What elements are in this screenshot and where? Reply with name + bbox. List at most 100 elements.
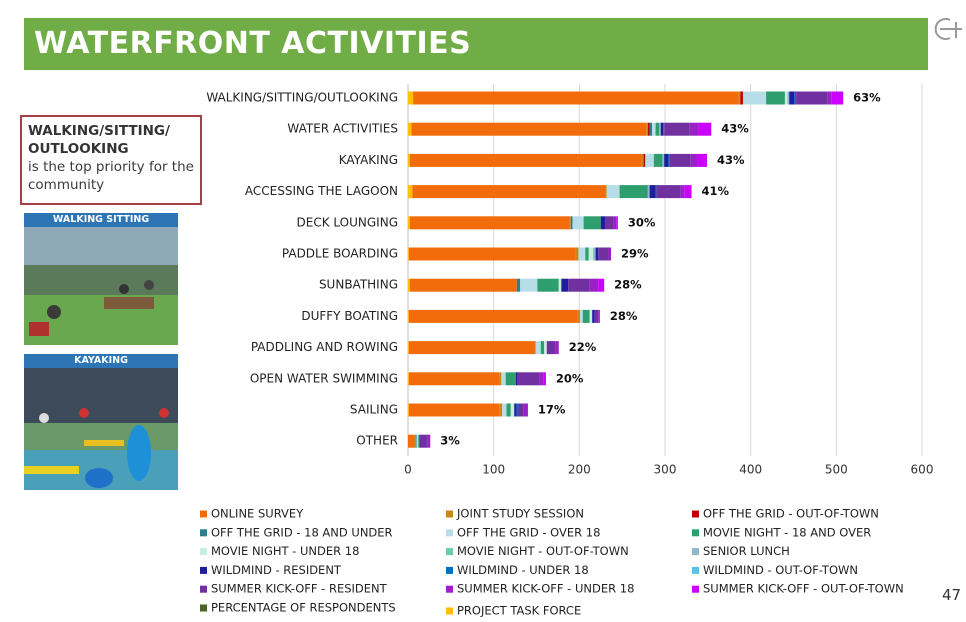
bar-segment <box>646 123 648 136</box>
bar-segment <box>408 279 410 292</box>
bar-segment <box>794 92 796 105</box>
bar-segment <box>572 216 583 229</box>
category-label: KAYAKING <box>339 153 398 167</box>
legend-label: SUMMER KICK-OFF - OUT-OF-TOWN <box>703 582 904 596</box>
legend-swatch <box>692 529 699 536</box>
legend-swatch <box>200 511 207 518</box>
legend-swatch <box>446 529 453 536</box>
category-label: DUFFY BOATING <box>301 309 398 323</box>
value-label: 3% <box>440 434 460 448</box>
legend-swatch <box>446 586 453 593</box>
bar-segment <box>698 123 711 136</box>
bar-segment <box>656 185 680 198</box>
bar-segment <box>517 404 519 417</box>
value-label: 43% <box>721 122 749 136</box>
legend-label: PROJECT TASK FORCE <box>457 604 581 618</box>
bar-segment <box>614 216 617 229</box>
bar-segment <box>578 248 585 261</box>
bar-segment <box>410 216 569 229</box>
bar-segment <box>596 248 599 261</box>
bar-segment <box>690 123 699 136</box>
bar-segment <box>417 435 419 448</box>
bar-segment <box>409 310 578 323</box>
bar-segment <box>414 435 416 448</box>
legend-label: WILDMIND - RESIDENT <box>211 563 342 577</box>
bar-segment <box>620 185 648 198</box>
bar-segment <box>740 92 743 105</box>
bar-segment <box>514 404 517 417</box>
legend-swatch <box>446 567 453 574</box>
bar-segment <box>569 216 571 229</box>
bar-segment <box>539 372 543 385</box>
bar-segment <box>517 279 520 292</box>
x-tick-label: 300 <box>654 463 677 477</box>
bar-segment <box>662 154 664 167</box>
bar-segment <box>664 123 690 136</box>
bar-segment <box>568 279 589 292</box>
legend-label: SUMMER KICK-OFF - RESIDENT <box>211 582 388 596</box>
legend-swatch <box>200 567 207 574</box>
category-label: OTHER <box>356 434 398 448</box>
bar-segment <box>507 404 511 417</box>
bar-segment <box>585 248 588 261</box>
bar-segment <box>605 185 607 198</box>
category-label: OPEN WATER SWIMMING <box>250 371 398 385</box>
bar-segment <box>413 92 739 105</box>
bar-segment <box>408 341 409 354</box>
x-tick-label: 200 <box>568 463 591 477</box>
bar-segment <box>766 92 785 105</box>
bar-segment <box>500 404 503 417</box>
bar-segment <box>416 435 417 448</box>
bar-segment <box>831 92 843 105</box>
chart: 0100200300400500600WALKING/SITTING/OUTLO… <box>0 0 966 622</box>
bar-segment <box>408 216 410 229</box>
value-label: 29% <box>621 247 649 261</box>
bar-segment <box>543 372 546 385</box>
bar-segment <box>598 310 600 323</box>
bar-segment <box>789 92 794 105</box>
bar-segment <box>593 248 596 261</box>
bar-segment <box>536 341 541 354</box>
value-label: 17% <box>538 403 566 417</box>
bar-segment <box>616 216 618 229</box>
bar-segment <box>652 123 655 136</box>
legend-label: JOINT STUDY SESSION <box>456 507 584 521</box>
bar-segment <box>537 279 558 292</box>
value-label: 41% <box>702 184 730 198</box>
bar-segment <box>511 404 514 417</box>
bar-segment <box>408 372 409 385</box>
bar-segment <box>680 185 684 198</box>
category-label: SAILING <box>350 403 398 417</box>
bar-segment <box>519 404 524 417</box>
x-tick-label: 100 <box>482 463 505 477</box>
bar-segment <box>598 248 608 261</box>
bar-segment <box>650 123 653 136</box>
bar-segment <box>828 92 831 105</box>
bar-segment <box>668 154 669 167</box>
bar-segment <box>601 216 605 229</box>
bar-segment <box>428 435 431 448</box>
bar-segment <box>592 310 595 323</box>
bar-segment <box>788 92 790 105</box>
value-label: 43% <box>717 153 745 167</box>
bar-segment <box>578 310 581 323</box>
bar-segment <box>561 279 568 292</box>
bar-segment <box>571 216 573 229</box>
bar-segment <box>743 92 766 105</box>
legend-swatch <box>200 548 207 555</box>
bar-segment <box>595 310 598 323</box>
bar-segment <box>410 279 517 292</box>
bar-segment <box>520 279 537 292</box>
bar-segment <box>648 185 650 198</box>
bar-segment <box>583 310 590 323</box>
bar-segment <box>408 92 413 105</box>
bar-segment <box>654 154 663 167</box>
bar-segment <box>408 123 411 136</box>
bar-segment <box>590 279 599 292</box>
legend-label: ONLINE SURVEY <box>211 507 304 521</box>
bar-segment <box>589 248 593 261</box>
bar-segment <box>409 404 500 417</box>
category-label: ACCESSING THE LAGOON <box>245 184 398 198</box>
bar-segment <box>648 123 650 136</box>
bar-segment <box>608 248 611 261</box>
